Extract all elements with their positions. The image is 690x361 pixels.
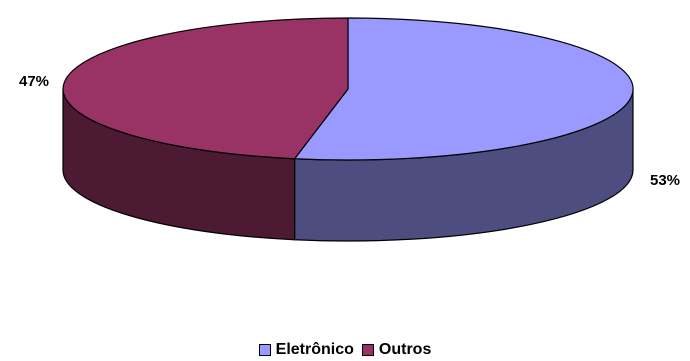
slice-label-eletronico: 53% bbox=[650, 172, 680, 189]
legend-label-outros: Outros bbox=[378, 341, 432, 358]
slice-label-outros: 47% bbox=[19, 73, 49, 90]
legend-item-eletronico: Eletrônico bbox=[258, 341, 354, 359]
legend-item-outros: Outros bbox=[361, 341, 432, 359]
chart-legend: Eletrônico Outros bbox=[0, 340, 690, 360]
pie-slice-outros bbox=[62, 17, 349, 160]
pie-top-faces bbox=[62, 17, 634, 161]
legend-label-eletronico: Eletrônico bbox=[275, 341, 354, 358]
pie-slice-eletronico bbox=[294, 17, 634, 161]
legend-swatch-eletronico bbox=[258, 344, 271, 356]
legend-swatch-outros bbox=[361, 344, 374, 356]
